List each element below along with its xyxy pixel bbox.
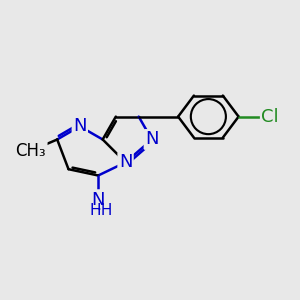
Text: Cl: Cl	[261, 108, 279, 126]
Text: N: N	[73, 117, 87, 135]
Text: N: N	[92, 191, 105, 209]
Text: CH₃: CH₃	[16, 142, 46, 160]
Text: H: H	[89, 203, 101, 218]
Text: N: N	[145, 130, 159, 148]
Text: N: N	[119, 153, 132, 171]
Text: ·H: ·H	[97, 203, 113, 218]
